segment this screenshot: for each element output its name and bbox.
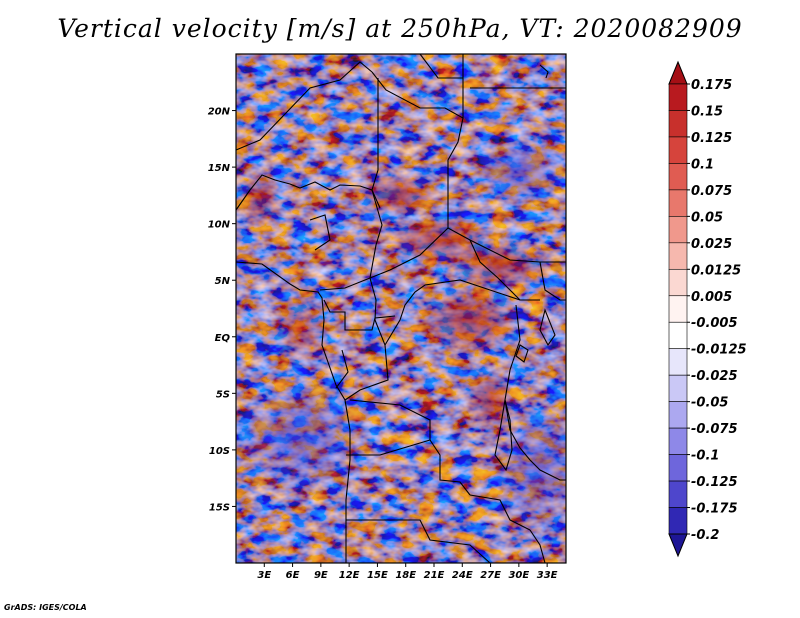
colorbar-label: 0.15 [691, 104, 723, 119]
colorbar-swatch [668, 163, 688, 191]
colorbar-label: -0.2 [691, 528, 719, 543]
colorbar-top-arrow [668, 60, 688, 85]
colorbar-swatch [668, 454, 688, 482]
lon-label: 21E [424, 570, 445, 581]
colorbar: 0.175 0.15 0.125 0.1 0.075 0.05 0.025 0.0125 0.0… [668, 60, 747, 558]
colorbar-label: -0.1 [691, 449, 719, 464]
colorbar-label: 0.175 [691, 78, 732, 93]
colorbar-swatch [668, 348, 688, 376]
map-title: Vertical velocity [m/s] at 250hPa, VT: 2… [57, 14, 743, 43]
colorbar-label: -0.0125 [691, 343, 747, 358]
map-borders [235, 53, 566, 564]
lon-label: 9E [314, 570, 328, 581]
lat-label: 20N [208, 107, 231, 118]
colorbar-label: -0.075 [691, 422, 738, 437]
colorbar-label: 0.125 [691, 131, 732, 146]
colorbar-swatch [668, 374, 688, 402]
lon-label: 30E [508, 570, 529, 581]
lon-label: 27E [480, 570, 501, 581]
lon-label: 12E [339, 570, 360, 581]
colorbar-swatch [668, 189, 688, 217]
lat-label: 15S [209, 502, 230, 513]
colorbar-label: 0.075 [691, 184, 732, 199]
colorbar-swatch [668, 321, 688, 350]
colorbar-bottom-arrow [668, 533, 688, 558]
colorbar-label: -0.125 [691, 475, 738, 490]
colorbar-swatch [668, 480, 688, 508]
grads-credit: GrADS: IGES/COLA [4, 603, 87, 612]
colorbar-swatch [668, 242, 688, 270]
colorbar-label: 0.0125 [691, 263, 741, 278]
colorbar-label: -0.05 [691, 396, 728, 411]
lat-label: EQ [215, 333, 231, 344]
velocity-field [236, 54, 566, 563]
lat-label: 5N [215, 276, 231, 287]
colorbar-swatch [668, 268, 688, 297]
lon-label: 24E [452, 570, 473, 581]
colorbar-swatch [668, 401, 688, 429]
lat-label: 10N [208, 220, 231, 231]
colorbar-swatch [668, 216, 688, 244]
colorbar-swatch [668, 295, 688, 323]
colorbar-label: -0.175 [691, 502, 738, 517]
longitude-axis: 3E 6E 9E 12E 15E 18E 21E 24E 27E 30E 33E [257, 563, 558, 581]
latitude-axis: 20N 15N 10N 5N EQ 5S 10S 15S [208, 107, 236, 513]
lon-label: 6E [286, 570, 300, 581]
lat-label: 10S [209, 446, 230, 457]
lat-label: 15N [208, 163, 231, 174]
lon-label: 18E [395, 570, 416, 581]
colorbar-swatch [668, 83, 688, 111]
lon-label: 15E [367, 570, 388, 581]
colorbar-swatch [668, 110, 688, 138]
colorbar-swatch [668, 136, 688, 164]
colorbar-label: 0.025 [691, 237, 732, 252]
lon-label: 33E [537, 570, 558, 581]
colorbar-swatch [668, 507, 688, 535]
lon-label: 3E [257, 570, 271, 581]
colorbar-label: 0.005 [691, 290, 732, 305]
map-frame [235, 53, 567, 564]
colorbar-label: 0.1 [691, 157, 714, 172]
colorbar-label: -0.025 [691, 369, 738, 384]
colorbar-swatch [668, 427, 688, 455]
colorbar-label: -0.005 [691, 316, 738, 331]
lat-label: 5S [216, 389, 230, 400]
colorbar-label: 0.05 [691, 210, 723, 225]
